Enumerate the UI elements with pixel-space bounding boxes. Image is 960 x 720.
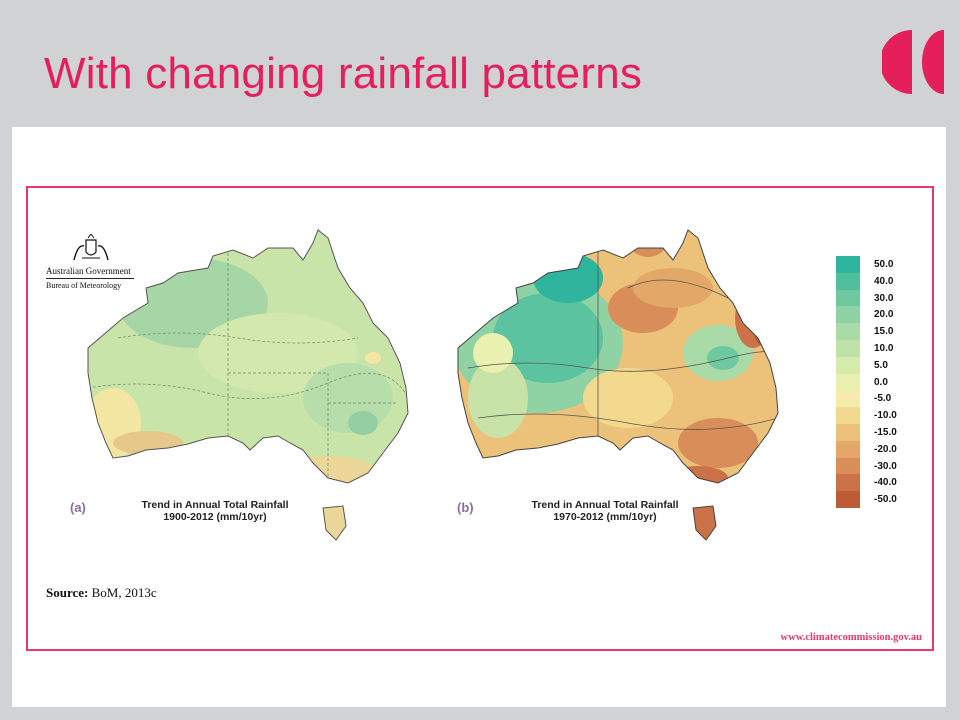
legend-label: -50.0 [874, 494, 897, 506]
legend-label: -15.0 [874, 427, 897, 438]
legend-swatch [836, 306, 860, 324]
legend-label: 10.0 [874, 343, 894, 354]
source-label: Source: [46, 585, 89, 600]
climate-commission-logo [882, 30, 944, 94]
content-panel: Australian Government Bureau of Meteorol… [12, 127, 946, 707]
legend-swatch [836, 356, 860, 374]
legend-label: 15.0 [874, 326, 894, 338]
legend-swatch [836, 272, 860, 290]
government-block: Australian Government Bureau of Meteorol… [46, 234, 156, 290]
agency-name: Bureau of Meteorology [46, 281, 122, 290]
legend-swatch [836, 440, 860, 458]
figure-frame: Australian Government Bureau of Meteorol… [26, 186, 934, 651]
panel-a-letter: (a) [70, 500, 86, 515]
panel-a-caption-line1: Trend in Annual Total Rainfall [141, 499, 289, 511]
legend-swatch [836, 323, 860, 340]
legend-swatch [836, 340, 860, 357]
panel-b-caption-line2: 1970-2012 (mm/10yr) [553, 511, 657, 523]
slide-title: With changing rainfall patterns [44, 49, 643, 98]
legend-label: 40.0 [874, 275, 894, 287]
legend-swatch [836, 474, 860, 492]
legend-swatch [836, 491, 860, 508]
legend-swatch [836, 407, 860, 424]
government-divider [46, 278, 134, 279]
panel-a-caption-line2: 1900-2012 (mm/10yr) [163, 511, 267, 523]
legend-label: 50.0 [874, 259, 894, 270]
legend-label: -5.0 [874, 393, 892, 405]
source-note: Source: BoM, 2013c [46, 585, 157, 601]
legend-swatch [836, 424, 860, 441]
legend-swatch [836, 457, 860, 475]
panel-b-caption-line1: Trend in Annual Total Rainfall [531, 499, 679, 511]
legend-label: -30.0 [874, 460, 897, 472]
legend-label: -20.0 [874, 443, 897, 455]
legend-label: -10.0 [874, 410, 897, 422]
australian-coat-of-arms-icon [73, 234, 109, 261]
legend-label: 30.0 [874, 292, 894, 304]
legend-label: 5.0 [874, 359, 888, 371]
legend-swatch [836, 373, 860, 391]
legend-swatch [836, 289, 860, 307]
legend-label: -40.0 [874, 477, 897, 489]
legend-swatch [836, 256, 860, 273]
panel-b-letter: (b) [457, 500, 474, 515]
panel-a-caption: Trend in Annual Total Rainfall 1900-2012… [125, 499, 305, 523]
legend-label: 20.0 [874, 309, 894, 321]
source-text: BoM, 2013c [91, 585, 157, 600]
rainfall-maps [87, 229, 779, 541]
website-url[interactable]: www.climatecommission.gov.au [780, 632, 922, 643]
legend-label: 0.0 [874, 376, 888, 388]
government-name: Australian Government [46, 266, 131, 276]
legend-swatch [836, 390, 860, 408]
panel-b-caption: Trend in Annual Total Rainfall 1970-2012… [515, 499, 695, 523]
